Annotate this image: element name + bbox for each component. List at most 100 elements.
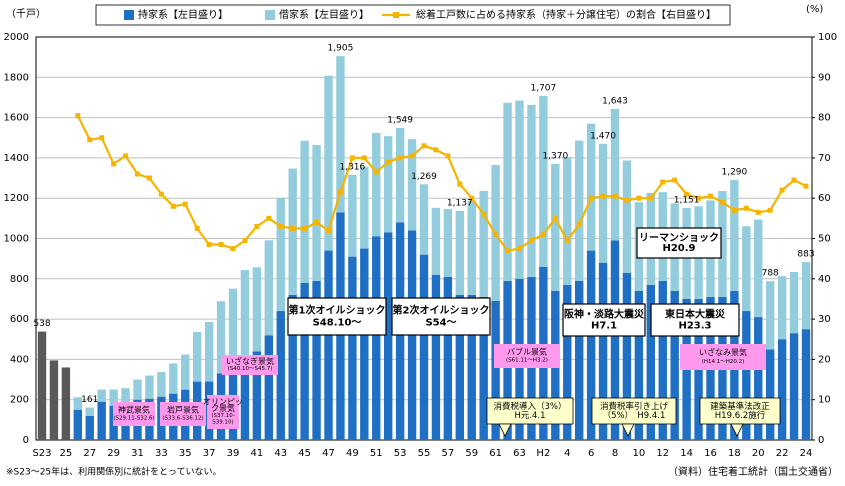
y-tick-label: 1800: [4, 72, 29, 83]
y-tick-label: 1200: [4, 193, 29, 204]
bar: [324, 75, 333, 251]
annotation-text: ク景気: [211, 403, 235, 413]
bar: [157, 372, 166, 397]
line-marker: [326, 227, 331, 233]
data-label: 1,549: [387, 115, 413, 125]
annotation-text: (H14.1～H20.2): [702, 359, 745, 365]
bar: [216, 301, 226, 374]
bar: [276, 311, 285, 440]
line-marker: [755, 209, 761, 215]
annotation-arrow: [730, 423, 744, 437]
annotation-text: 阪神・淡路大震災: [564, 308, 645, 321]
footnote: ※S23～25年は、利用関係別に統計をとっていない。: [6, 466, 221, 478]
annotation-box: [680, 344, 766, 370]
x-tick-label: 6: [588, 448, 594, 459]
annotation-text: H23.3: [678, 320, 711, 331]
x-tick-label: 35: [179, 448, 192, 459]
line-marker: [302, 225, 308, 231]
bar: [312, 145, 321, 281]
annotation-box: [113, 402, 155, 426]
x-tick-label: 49: [346, 448, 359, 459]
bar: [240, 357, 250, 440]
annotation-text: 消費税導入（3%）: [494, 401, 567, 412]
bar: [300, 140, 309, 283]
bar: [419, 254, 429, 440]
data-label: 788: [762, 269, 779, 279]
x-tick-label: 41: [251, 448, 264, 459]
y-tick-label: 800: [10, 274, 29, 285]
legend-label: 総着工戸数に占める持家系（持家＋分譲住宅）の割合【右目盛り】: [416, 8, 716, 21]
y2-tick-label: 80: [818, 113, 831, 124]
bar: [336, 56, 345, 213]
bar: [97, 401, 106, 440]
x-tick-label: 25: [60, 448, 73, 459]
line-marker: [552, 215, 558, 221]
line-marker: [481, 211, 487, 217]
annotation-text: S48.10～: [313, 318, 362, 329]
bar: [622, 160, 632, 273]
bar: [479, 190, 488, 297]
annotation-text: オリンピッ: [203, 397, 243, 406]
bar: [431, 274, 441, 440]
annotation-box: [591, 397, 677, 425]
annotation-text: 岩戸景気: [167, 405, 199, 415]
bar: [754, 219, 763, 318]
source: （資料）住宅着工統計（国土交通省）: [668, 465, 838, 478]
line-marker: [660, 179, 666, 185]
bar: [395, 127, 405, 223]
annotation-text: （5%） H9.4.1: [603, 410, 666, 421]
line-marker: [636, 195, 642, 201]
annotation-box: [207, 395, 239, 429]
line-marker: [397, 155, 403, 161]
legend-label: 借家系【左目盛り】: [279, 8, 369, 21]
annotation-text: 第2次オイルショック: [393, 303, 490, 316]
line-marker: [743, 205, 749, 211]
y2-tick-label: 70: [818, 153, 831, 164]
line-marker: [696, 195, 702, 201]
bar: [204, 321, 214, 382]
y-tick-label: 0: [23, 435, 29, 446]
annotation-box: [160, 402, 206, 426]
bar: [718, 190, 727, 297]
line-marker: [803, 183, 809, 189]
bar: [789, 333, 799, 440]
bar: [801, 329, 811, 440]
bar: [37, 331, 47, 440]
x-tick-label: 24: [800, 448, 813, 459]
legend-label: 持家系【左目盛り】: [138, 8, 228, 21]
y-tick-label: 1000: [4, 234, 29, 245]
data-label: 1,370: [542, 151, 568, 161]
bar: [563, 284, 572, 440]
data-label: 1,290: [721, 168, 747, 178]
x-tick-label: 33: [155, 448, 168, 459]
bar: [586, 123, 596, 251]
annotation-box: [486, 397, 574, 425]
bar: [563, 157, 572, 285]
data-label: 161: [81, 395, 98, 405]
bar: [574, 140, 584, 281]
annotation-text: H7.1: [591, 320, 617, 331]
bar: [372, 236, 381, 440]
line-marker: [588, 195, 594, 201]
bar: [646, 284, 656, 440]
bar: [276, 197, 285, 312]
bar: [598, 262, 608, 440]
annotation-text: H19.6.2施行: [715, 410, 766, 421]
annotation-arrow: [621, 423, 635, 437]
y2-tick-label: 20: [818, 354, 831, 365]
line-marker: [672, 177, 678, 183]
line-marker: [290, 225, 296, 231]
line-marker: [791, 177, 797, 183]
y2-tick-label: 0: [818, 435, 824, 446]
line-marker: [445, 153, 451, 159]
annotation-box: [636, 227, 722, 259]
line-marker: [684, 191, 690, 197]
annotation-text: 建築基準法改正: [710, 401, 770, 412]
annotation-box: [650, 303, 740, 337]
line-marker: [99, 135, 105, 141]
bar: [765, 281, 775, 350]
bar: [789, 271, 799, 334]
bar: [360, 166, 369, 249]
line-marker: [158, 191, 164, 197]
line-marker: [146, 175, 152, 181]
